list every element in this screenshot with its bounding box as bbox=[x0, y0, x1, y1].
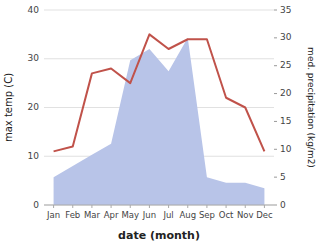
y2-tick bbox=[274, 205, 277, 206]
x-tick-label: Dec bbox=[256, 210, 273, 220]
x-tick bbox=[206, 205, 207, 208]
y-tick-label: 0 bbox=[33, 200, 39, 210]
x-tick-label: Sep bbox=[199, 210, 215, 220]
x-axis-line bbox=[44, 205, 274, 206]
x-tick bbox=[187, 205, 188, 208]
x-tick-label: Aug bbox=[179, 210, 196, 220]
y2-tick bbox=[274, 93, 277, 94]
x-tick bbox=[168, 205, 169, 208]
temperature-line bbox=[54, 34, 265, 151]
x-tick bbox=[226, 205, 227, 208]
x-tick-label: Nov bbox=[237, 210, 254, 220]
grid-line bbox=[44, 205, 274, 206]
y2-tick bbox=[274, 149, 277, 150]
chart-container: 01020304005101520253035JanFebMarAprMayJu… bbox=[0, 0, 318, 247]
precipitation-area bbox=[54, 38, 265, 205]
y2-tick-label: 15 bbox=[280, 116, 291, 126]
y2-tick-label: 10 bbox=[280, 144, 292, 154]
x-tick-label: Mar bbox=[84, 210, 101, 220]
x-tick bbox=[264, 205, 265, 208]
axes: 0 10 20 30 40 0 5 10 15 20 25 30 35 bbox=[28, 5, 292, 210]
x-tick-label: Oct bbox=[219, 210, 234, 220]
x-tick bbox=[245, 205, 246, 208]
y2-tick-label: 5 bbox=[280, 172, 286, 182]
y2-tick bbox=[274, 177, 277, 178]
y2-tick-label: 30 bbox=[280, 32, 292, 42]
y2-tick-label: 25 bbox=[280, 60, 291, 70]
y-axis-label: max temp (C) bbox=[3, 73, 14, 142]
y2-tick-label: 20 bbox=[280, 88, 292, 98]
y2-tick-label: 0 bbox=[280, 200, 286, 210]
grid-line bbox=[44, 10, 274, 11]
x-tick-label: Apr bbox=[104, 210, 119, 220]
x-tick bbox=[149, 205, 150, 208]
y2-tick bbox=[274, 10, 277, 11]
y2-tick bbox=[274, 65, 277, 66]
chart: 01020304005101520253035JanFebMarAprMayJu… bbox=[0, 0, 318, 247]
x-axis-label: date (month) bbox=[118, 229, 200, 242]
y-tick-label: 30 bbox=[28, 53, 40, 63]
y-tick-label: 20 bbox=[28, 102, 40, 112]
x-tick bbox=[130, 205, 131, 208]
x-tick-label: Feb bbox=[65, 210, 80, 220]
grid-line bbox=[44, 58, 274, 59]
plot-area bbox=[54, 34, 265, 205]
y-tick-label: 10 bbox=[28, 151, 40, 161]
y2-tick-label: 35 bbox=[280, 5, 291, 15]
y2-tick bbox=[274, 37, 277, 38]
x-tick-label: Jun bbox=[142, 210, 156, 220]
x-tick bbox=[111, 205, 112, 208]
x-tick-label: May bbox=[121, 210, 139, 220]
y2-tick bbox=[274, 121, 277, 122]
x-tick bbox=[53, 205, 54, 208]
x-tick-label: Jan bbox=[46, 210, 60, 220]
x-tick-label: Jul bbox=[162, 210, 173, 220]
x-tick bbox=[91, 205, 92, 208]
y-tick-label: 40 bbox=[28, 5, 40, 15]
x-tick bbox=[72, 205, 73, 208]
y2-axis-label: med. precipitation (kg/m2) bbox=[306, 47, 316, 168]
